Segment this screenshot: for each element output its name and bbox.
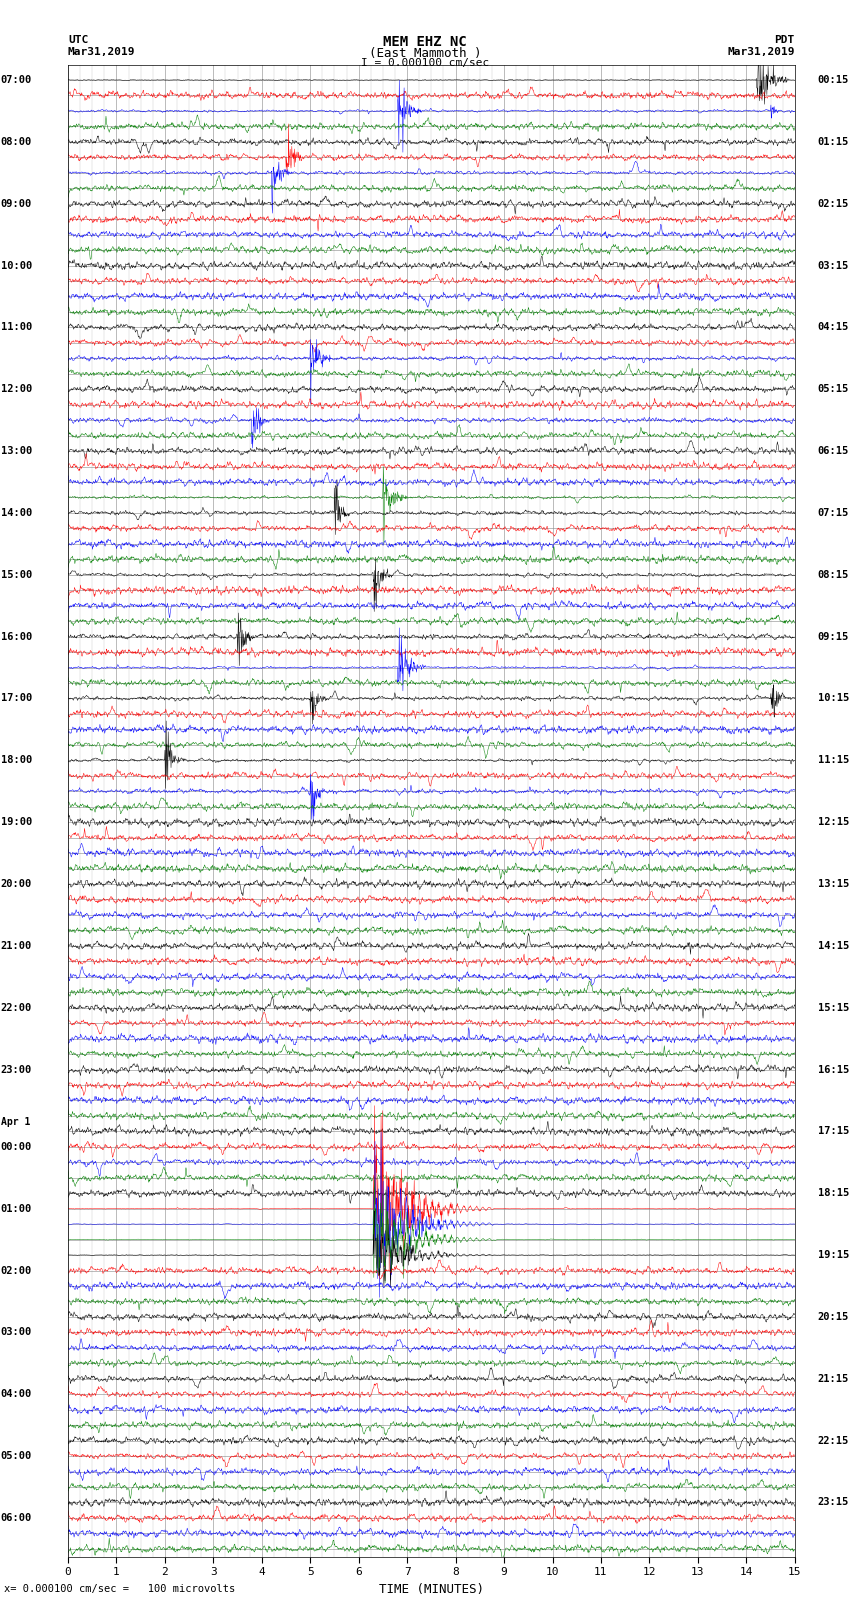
Text: 19:00: 19:00 (1, 818, 32, 827)
Text: 20:15: 20:15 (818, 1311, 849, 1323)
Text: 04:00: 04:00 (1, 1389, 32, 1398)
Text: 04:15: 04:15 (818, 323, 849, 332)
Text: 18:15: 18:15 (818, 1189, 849, 1198)
Text: 03:00: 03:00 (1, 1327, 32, 1337)
Text: 12:00: 12:00 (1, 384, 32, 394)
Text: 18:00: 18:00 (1, 755, 32, 765)
Text: Mar31,2019: Mar31,2019 (68, 47, 135, 56)
Text: 09:15: 09:15 (818, 632, 849, 642)
Text: 02:15: 02:15 (818, 198, 849, 208)
Text: 23:00: 23:00 (1, 1065, 32, 1074)
Text: 01:00: 01:00 (1, 1203, 32, 1213)
Text: 21:15: 21:15 (818, 1374, 849, 1384)
Text: 12:15: 12:15 (818, 818, 849, 827)
Text: 10:00: 10:00 (1, 261, 32, 271)
Text: 15:00: 15:00 (1, 569, 32, 579)
Text: 00:15: 00:15 (818, 74, 849, 85)
Text: 13:00: 13:00 (1, 447, 32, 456)
Text: Apr 1: Apr 1 (1, 1116, 31, 1126)
Text: Mar31,2019: Mar31,2019 (728, 47, 795, 56)
Text: PDT: PDT (774, 35, 795, 45)
Text: 08:15: 08:15 (818, 569, 849, 579)
Text: 06:15: 06:15 (818, 447, 849, 456)
Text: MEM EHZ NC: MEM EHZ NC (383, 35, 467, 50)
Text: 07:15: 07:15 (818, 508, 849, 518)
Text: 14:15: 14:15 (818, 940, 849, 950)
Text: 13:15: 13:15 (818, 879, 849, 889)
Text: 22:15: 22:15 (818, 1436, 849, 1445)
Text: 00:00: 00:00 (1, 1142, 32, 1152)
Text: 06:00: 06:00 (1, 1513, 32, 1523)
Text: 16:00: 16:00 (1, 632, 32, 642)
Text: 11:15: 11:15 (818, 755, 849, 765)
Text: 08:00: 08:00 (1, 137, 32, 147)
Text: I = 0.000100 cm/sec: I = 0.000100 cm/sec (361, 58, 489, 68)
Text: x= 0.000100 cm/sec =   100 microvolts: x= 0.000100 cm/sec = 100 microvolts (4, 1584, 235, 1594)
Text: 02:00: 02:00 (1, 1266, 32, 1276)
Text: 14:00: 14:00 (1, 508, 32, 518)
Text: 11:00: 11:00 (1, 323, 32, 332)
Text: 09:00: 09:00 (1, 198, 32, 208)
Text: 17:00: 17:00 (1, 694, 32, 703)
Text: 15:15: 15:15 (818, 1003, 849, 1013)
Text: 22:00: 22:00 (1, 1003, 32, 1013)
Text: UTC: UTC (68, 35, 88, 45)
Text: 16:15: 16:15 (818, 1065, 849, 1074)
Text: 19:15: 19:15 (818, 1250, 849, 1260)
Text: (East Mammoth ): (East Mammoth ) (369, 47, 481, 60)
Text: 01:15: 01:15 (818, 137, 849, 147)
X-axis label: TIME (MINUTES): TIME (MINUTES) (379, 1582, 484, 1595)
Text: 20:00: 20:00 (1, 879, 32, 889)
Text: 10:15: 10:15 (818, 694, 849, 703)
Text: 21:00: 21:00 (1, 940, 32, 950)
Text: 05:00: 05:00 (1, 1452, 32, 1461)
Text: 17:15: 17:15 (818, 1126, 849, 1136)
Text: 05:15: 05:15 (818, 384, 849, 394)
Text: 03:15: 03:15 (818, 261, 849, 271)
Text: 23:15: 23:15 (818, 1497, 849, 1508)
Text: 07:00: 07:00 (1, 74, 32, 85)
